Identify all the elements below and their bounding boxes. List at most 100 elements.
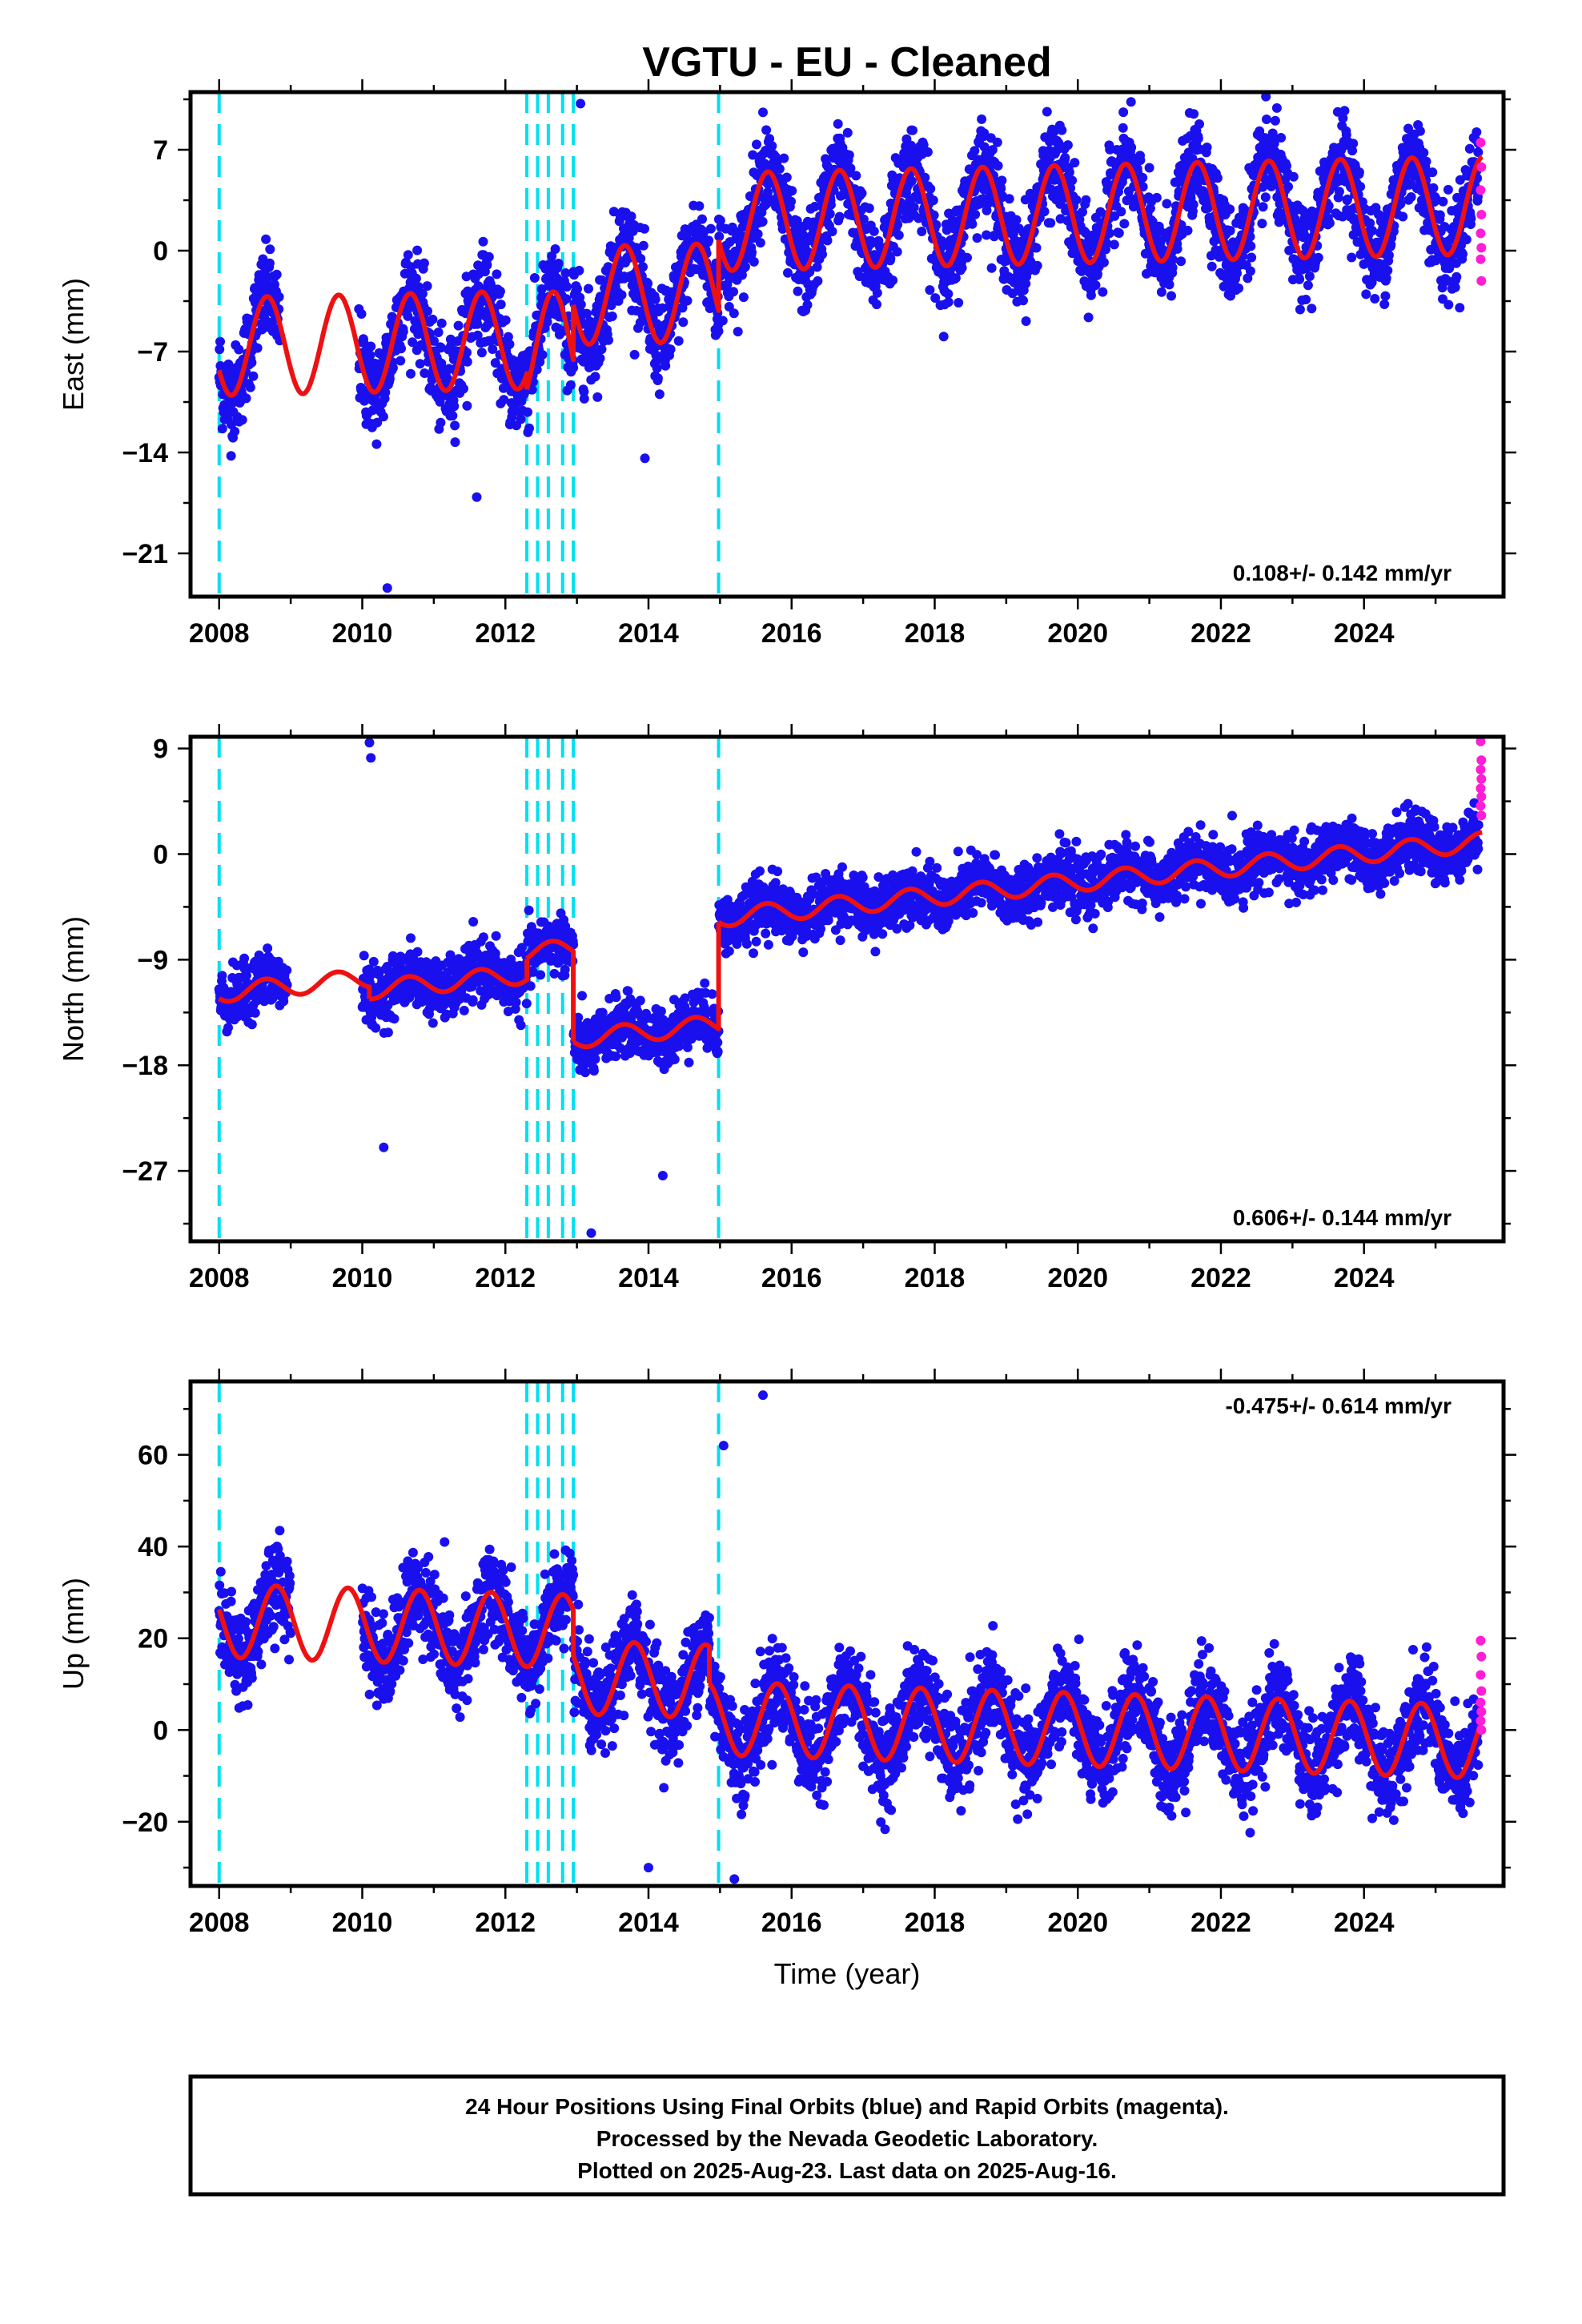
north-final-point <box>468 995 478 1005</box>
east-final-point <box>657 303 668 313</box>
north-final-point <box>223 1023 233 1033</box>
east-final-point <box>931 219 942 230</box>
north-panel: 2008 2010 2012 2014 2016 2018 2020 2022 202490−9… <box>57 724 1516 1293</box>
east-final-point <box>542 317 552 327</box>
east-final-point <box>462 348 472 358</box>
east-final-point <box>661 360 671 371</box>
north-final-point <box>267 993 278 1003</box>
east-final-point <box>1383 265 1393 275</box>
north-final-point <box>491 931 501 941</box>
east-final-point <box>1172 243 1182 254</box>
east-final-point <box>705 223 716 234</box>
east-final-point <box>482 260 492 270</box>
east-final-point <box>579 393 589 404</box>
east-final-point <box>484 251 494 262</box>
east-final-point <box>917 227 927 236</box>
east-final-point <box>1007 288 1018 299</box>
north-final-point <box>279 996 289 1007</box>
east-final-point <box>893 219 903 230</box>
east-final-point <box>1288 171 1299 182</box>
east-final-point <box>1188 199 1199 210</box>
north-final-point <box>623 986 633 996</box>
east-final-point <box>1313 252 1323 263</box>
east-y-tick-label: 7 <box>153 135 168 166</box>
north-final-point <box>656 1006 666 1016</box>
east-final-point <box>215 344 225 355</box>
east-y-tick-label: −21 <box>122 539 168 569</box>
east-final-point <box>448 411 458 421</box>
east-final-point <box>763 187 773 197</box>
north-final-point <box>521 999 532 1009</box>
east-final-point <box>1295 274 1305 284</box>
east-final-point <box>462 400 472 411</box>
east-rapid-point <box>1476 228 1486 239</box>
north-final-point <box>528 967 538 977</box>
east-final-point <box>729 308 739 319</box>
east-final-point <box>411 273 421 283</box>
east-final-point <box>1395 199 1406 209</box>
east-final-point <box>1114 228 1124 238</box>
east-final-point <box>1419 147 1429 158</box>
east-final-point <box>1324 218 1335 228</box>
east-final-point <box>909 202 919 212</box>
east-final-point <box>1377 211 1387 222</box>
east-final-point <box>694 201 705 211</box>
east-final-point <box>636 254 646 263</box>
east-final-point <box>970 209 981 219</box>
east-final-point <box>1109 239 1119 250</box>
east-final-point <box>774 163 785 174</box>
east-final-point <box>550 244 560 254</box>
east-outlier-point <box>757 107 768 118</box>
east-final-point <box>1104 228 1114 239</box>
north-final-point <box>680 993 690 1003</box>
east-final-point <box>1116 207 1126 217</box>
east-final-point <box>845 163 856 174</box>
north-final-point <box>590 1054 600 1064</box>
east-final-point <box>629 349 640 360</box>
east-final-point <box>245 382 255 392</box>
east-final-point <box>490 358 500 368</box>
east-final-point <box>1081 195 1091 205</box>
east-final-point <box>264 258 275 268</box>
east-final-point <box>793 286 803 296</box>
east-final-point <box>925 285 935 296</box>
east-final-point <box>496 300 506 310</box>
east-final-point <box>982 230 992 240</box>
east-final-point <box>761 125 772 135</box>
east-final-point <box>356 309 367 319</box>
east-final-point <box>872 287 882 298</box>
east-final-point <box>748 150 758 160</box>
east-y-axis-label: East (mm) <box>57 278 90 411</box>
east-final-point <box>1406 192 1416 202</box>
east-final-point <box>1443 300 1454 310</box>
east-final-point <box>1257 219 1267 229</box>
east-outlier-point <box>382 583 392 593</box>
east-final-point <box>1367 226 1377 235</box>
east-final-point <box>781 172 792 183</box>
east-plot-area <box>214 92 1487 597</box>
figure-title: VGTU - EU - Cleaned <box>642 39 1051 86</box>
east-final-point <box>697 214 707 224</box>
east-final-point <box>885 253 896 263</box>
east-final-point <box>1090 280 1101 291</box>
east-final-point <box>459 384 468 394</box>
east-outlier-point <box>472 492 482 502</box>
east-x-tick-label: 2012 <box>475 618 536 649</box>
east-final-point <box>928 195 938 206</box>
east-final-point <box>1060 153 1070 163</box>
east-final-point <box>396 356 406 366</box>
north-final-point <box>516 1020 526 1031</box>
east-final-point <box>406 368 416 379</box>
east-final-point <box>786 196 796 207</box>
east-final-point <box>403 250 413 260</box>
east-final-point <box>1380 291 1391 301</box>
east-final-point <box>1438 196 1448 207</box>
east-rapid-point <box>1476 210 1487 219</box>
east-final-point <box>765 134 775 144</box>
east-final-point <box>1271 103 1282 113</box>
east-final-point <box>943 297 954 308</box>
east-final-point <box>1189 109 1199 119</box>
east-x-tick-label: 2022 <box>1191 618 1251 649</box>
east-final-point <box>1347 252 1357 263</box>
east-final-point <box>1234 283 1244 293</box>
